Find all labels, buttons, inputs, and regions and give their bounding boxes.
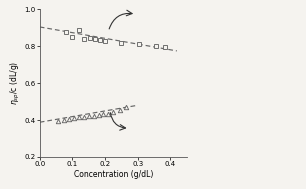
X-axis label: Concentration (g/dL): Concentration (g/dL) xyxy=(73,170,153,179)
Y-axis label: $\eta_{sp}$/c (dL/g): $\eta_{sp}$/c (dL/g) xyxy=(9,61,22,105)
